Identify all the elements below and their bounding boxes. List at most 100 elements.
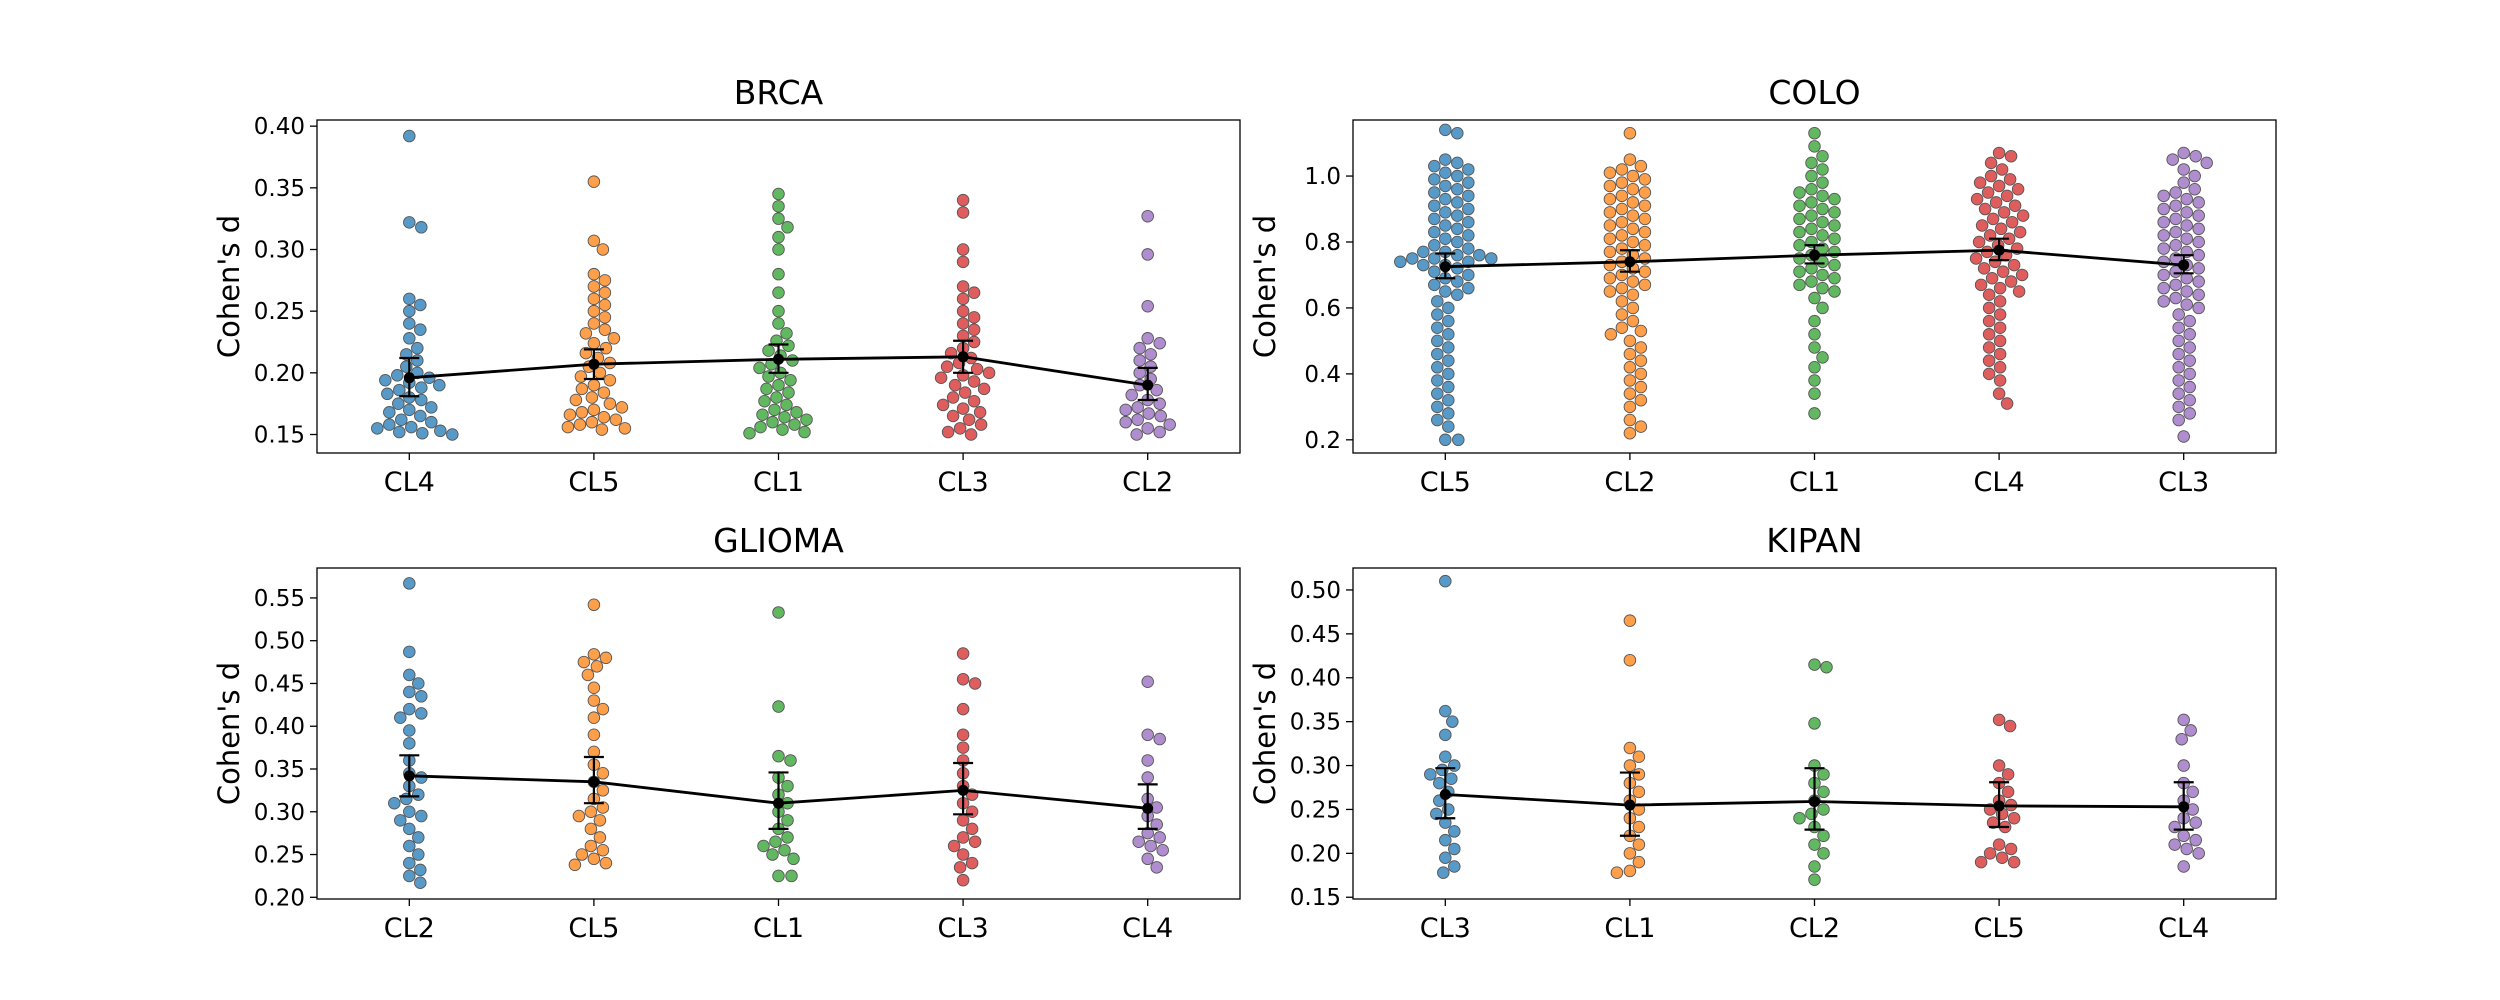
data-point-cl1 <box>743 427 756 440</box>
y-tick-label: 0.35 <box>254 757 305 783</box>
y-tick-label: 0.35 <box>1290 710 1341 736</box>
data-point-cl3 <box>2183 380 2196 394</box>
data-point-cl3 <box>940 360 954 373</box>
data-point-cl3 <box>1439 851 1452 864</box>
data-point-cl3 <box>956 728 970 742</box>
y-tick-label: 0.25 <box>254 299 305 325</box>
data-point-cl5 <box>1439 433 1452 447</box>
data-point-cl5 <box>1442 407 1455 420</box>
data-point-cl4 <box>2011 182 2025 196</box>
data-point-cl4 <box>416 427 429 440</box>
data-point-cl2 <box>1603 166 1617 180</box>
y-tick-label: 0.20 <box>1290 841 1341 867</box>
subplot-title: COLO <box>1768 73 1860 112</box>
subplot-colo: COLO 0.2 0.4 0.6 0.8 1.0 Cohen's d CL5 CL2 CL1 CL4… <box>1248 73 2277 498</box>
data-point-cl1 <box>781 221 794 234</box>
data-point-cl2 <box>1808 717 1821 730</box>
data-point-cl2 <box>1141 332 1154 345</box>
data-point-cl2 <box>1817 803 1830 816</box>
data-point-cl3 <box>2172 308 2185 321</box>
mean-marker <box>1809 796 1820 808</box>
data-point-cl3 <box>1433 776 1446 790</box>
data-point-cl3 <box>2188 169 2201 183</box>
data-point-cl5 <box>1451 209 1464 222</box>
data-point-cl1 <box>769 835 782 848</box>
y-tick-label: 0.45 <box>254 671 305 697</box>
data-point-cl3 <box>2169 225 2182 239</box>
data-point-cl4 <box>1972 235 1986 249</box>
data-point-cl3 <box>1448 825 1461 838</box>
data-point-cl4 <box>1153 732 1166 746</box>
data-point-cl2 <box>1133 354 1146 367</box>
data-point-cl2 <box>1603 272 1617 285</box>
data-point-cl4 <box>1141 754 1154 767</box>
data-point-cl2 <box>403 702 416 716</box>
data-point-cl5 <box>593 814 607 827</box>
data-point-cl3 <box>956 814 970 827</box>
data-point-cl2 <box>1153 425 1166 439</box>
data-point-cl5 <box>1431 387 1444 400</box>
data-point-cl5 <box>596 243 610 256</box>
data-point-cl1 <box>1793 186 1806 199</box>
data-point-cl1 <box>781 814 794 827</box>
data-point-cl5 <box>596 801 610 814</box>
data-point-cl4 <box>1977 262 1991 275</box>
data-point-cl5 <box>1428 278 1441 292</box>
data-point-cl3 <box>2177 176 2190 189</box>
data-point-cl5 <box>1431 400 1444 414</box>
data-point-cl3 <box>2169 265 2182 278</box>
mean-marker <box>403 372 415 384</box>
data-point-cl3 <box>2172 400 2185 414</box>
data-point-cl2 <box>415 707 428 720</box>
data-point-cl4 <box>2189 816 2202 829</box>
data-point-cl2 <box>1603 206 1617 219</box>
data-point-cl3 <box>2169 199 2182 212</box>
data-point-cl2 <box>412 848 425 861</box>
data-point-cl5 <box>587 403 601 417</box>
data-point-cl3 <box>956 193 970 207</box>
data-point-cl4 <box>1997 206 2011 219</box>
data-point-cl4 <box>403 304 416 318</box>
data-point-cl5 <box>1439 179 1452 193</box>
data-point-cl5 <box>568 858 582 872</box>
data-point-cl3 <box>2183 367 2196 381</box>
data-point-cl3 <box>956 672 970 686</box>
y-tick-label: 0.15 <box>254 423 305 449</box>
data-point-cl4 <box>1993 295 2007 308</box>
data-point-cl3 <box>982 366 996 380</box>
data-point-cl4 <box>2184 724 2197 737</box>
data-point-cl3 <box>2192 275 2205 288</box>
data-point-cl2 <box>1626 288 1640 301</box>
data-point-cl5 <box>598 286 612 299</box>
data-point-cl5 <box>1439 192 1452 206</box>
x-tick-label: CL4 <box>384 467 435 498</box>
data-point-cl2 <box>1615 189 1629 203</box>
data-point-cl3 <box>2157 295 2170 308</box>
data-point-cl5 <box>2001 785 2015 799</box>
data-point-cl2 <box>1817 768 1830 781</box>
data-point-cl3 <box>946 409 960 423</box>
data-point-cl1 <box>787 852 800 866</box>
data-point-cl3 <box>2192 288 2205 301</box>
data-point-cl5 <box>1992 838 2006 851</box>
data-point-cl2 <box>1623 361 1637 374</box>
data-point-cl1 <box>1828 192 1841 206</box>
x-tick-label: CL3 <box>938 467 989 498</box>
data-point-cl4 <box>383 406 396 419</box>
mean-marker <box>2178 259 2190 271</box>
data-point-cl5 <box>587 304 601 318</box>
data-point-cl3 <box>2183 393 2196 407</box>
data-point-cl5 <box>1428 212 1441 226</box>
data-point-cl1 <box>772 243 785 256</box>
data-point-cl1 <box>776 423 789 436</box>
data-point-cl3 <box>946 391 960 404</box>
data-point-cl4 <box>414 298 427 312</box>
data-point-cl3 <box>962 413 976 426</box>
data-point-cl5 <box>596 767 610 780</box>
data-point-cl2 <box>1615 176 1629 189</box>
data-point-cl4 <box>2000 189 2014 203</box>
data-point-cl4 <box>1981 186 1995 199</box>
data-point-cl1 <box>772 187 785 201</box>
y-axis-label: Cohen's d <box>1248 215 1282 358</box>
data-point-cl3 <box>956 848 970 861</box>
